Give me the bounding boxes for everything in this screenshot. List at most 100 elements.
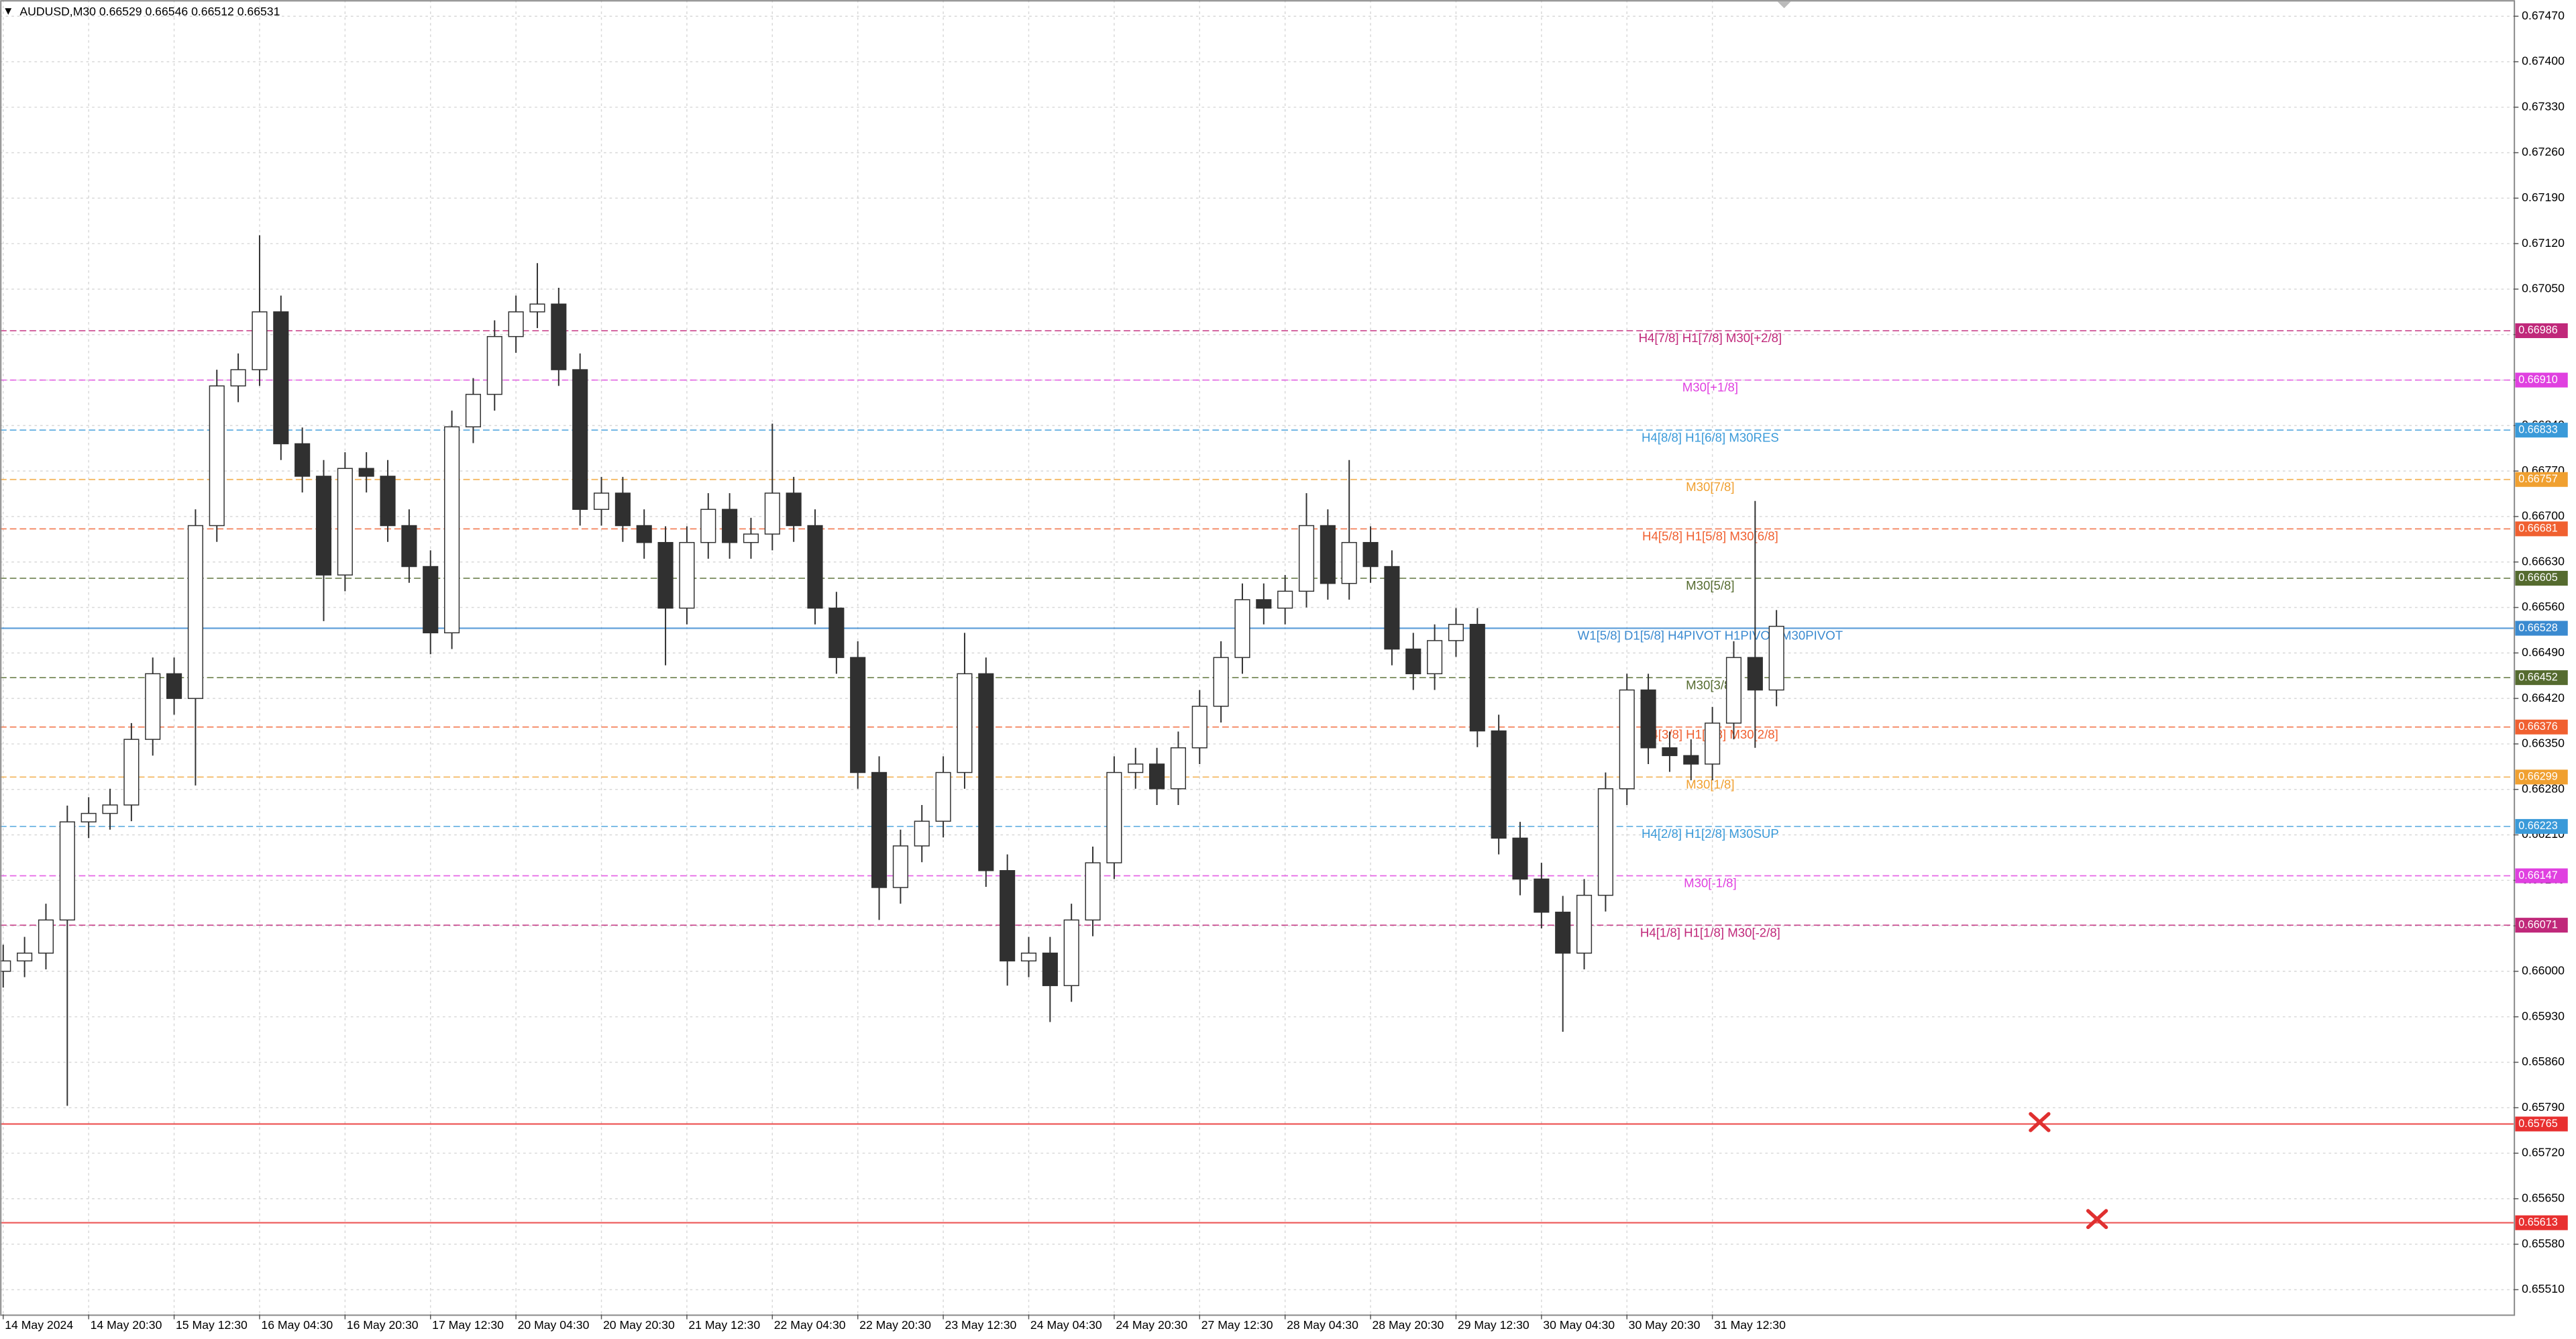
x-tick-label: 23 May 12:30: [945, 1318, 1017, 1332]
level-label: M30[7/8]: [1686, 480, 1734, 494]
x-tick-label: 20 May 20:30: [603, 1318, 675, 1332]
candle-body: [145, 673, 161, 740]
candle-body: [358, 468, 374, 477]
price-box: [2515, 769, 2568, 785]
price-box-label: 0.66605: [2518, 572, 2557, 584]
x-tick-label: 24 May 20:30: [1116, 1318, 1187, 1332]
candle-body: [1768, 625, 1784, 691]
x-tick-label: 15 May 12:30: [176, 1318, 248, 1332]
candle-body: [1683, 755, 1699, 765]
candle-body: [572, 369, 588, 511]
price-box: [2515, 621, 2568, 636]
x-tick-label: 30 May 04:30: [1543, 1318, 1615, 1332]
candle-body: [1747, 657, 1763, 691]
level-label: H4[8/8] H1[6/8] M30RES: [1642, 430, 1779, 444]
candle-body: [1085, 862, 1101, 921]
level-label: W1[5/8] D1[5/8] H4PIVOT H1PIVOT M30PIVOT: [1578, 629, 1843, 643]
price-box: [2515, 570, 2568, 586]
candle-body: [273, 311, 289, 445]
y-tick-label: 0.66280: [2522, 782, 2565, 795]
candle-body: [1555, 912, 1571, 954]
level-label: M30[-1/8]: [1684, 876, 1737, 890]
price-box-label: 0.66452: [2518, 671, 2557, 683]
candles-layer: [0, 235, 1784, 1106]
price-box: [2515, 719, 2568, 735]
y-tick-label: 0.66560: [2522, 600, 2565, 613]
x-tick-label: 21 May 12:30: [688, 1318, 760, 1332]
level-label: M30[3/8]: [1686, 678, 1734, 692]
x-tick-label: 14 May 20:30: [91, 1318, 162, 1332]
y-tick-label: 0.67120: [2522, 236, 2565, 250]
candle-body: [1469, 623, 1485, 732]
candle-body: [1512, 837, 1528, 880]
price-box: [2515, 1116, 2568, 1132]
candle-body: [380, 476, 396, 527]
x-tick-label: 14 May 2024: [5, 1318, 73, 1332]
candle-body: [465, 394, 482, 428]
candle-body: [593, 492, 610, 511]
x-tick-label: 24 May 04:30: [1030, 1318, 1102, 1332]
price-box-label: 0.66376: [2518, 720, 2557, 733]
candle-body: [764, 492, 780, 535]
candle-body: [1597, 788, 1613, 896]
plot-border: [0, 0, 2516, 1316]
candle-body: [123, 739, 140, 806]
y-tick-label: 0.65510: [2522, 1282, 2565, 1295]
candle-body: [551, 303, 567, 370]
candle-body: [1234, 599, 1250, 658]
price-box: [2515, 472, 2568, 487]
candle-body: [1534, 878, 1550, 913]
candle-body: [1448, 623, 1464, 641]
y-tick-label: 0.65790: [2522, 1100, 2565, 1114]
price-box: [2515, 423, 2568, 438]
candle-body: [209, 385, 225, 527]
candle-body: [423, 566, 439, 634]
price-box: [2515, 372, 2568, 388]
price-box-label: 0.66986: [2518, 324, 2557, 336]
candle-body: [529, 303, 545, 313]
candle-body: [294, 443, 311, 477]
candle-body: [0, 960, 11, 972]
y-tick-label: 0.66420: [2522, 691, 2565, 704]
price-box-label: 0.65613: [2518, 1216, 2557, 1228]
y-tick-label: 0.67190: [2522, 191, 2565, 204]
x-tick-label: 16 May 20:30: [347, 1318, 419, 1332]
candle-body: [1000, 870, 1016, 962]
candle-body: [1725, 657, 1742, 724]
candle-body: [1170, 747, 1186, 790]
price-box: [2515, 1215, 2568, 1230]
candle-body: [1384, 566, 1400, 650]
candle-body: [1362, 541, 1379, 568]
x-tick-label: 29 May 12:30: [1458, 1318, 1529, 1332]
candle-body: [1298, 525, 1315, 592]
y-tick-label: 0.65860: [2522, 1055, 2565, 1068]
candle-body: [337, 468, 353, 576]
x-tick-label: 30 May 20:30: [1629, 1318, 1701, 1332]
price-box-label: 0.66147: [2518, 869, 2557, 881]
x-tick-label: 20 May 04:30: [518, 1318, 590, 1332]
candle-body: [850, 657, 866, 773]
candle-body: [1491, 730, 1507, 839]
candle-body: [1705, 722, 1721, 765]
price-box: [2515, 521, 2568, 537]
y-tick-label: 0.66630: [2522, 554, 2565, 568]
y-tick-label: 0.65580: [2522, 1236, 2565, 1250]
candle-body: [1341, 541, 1357, 584]
candle-body: [1576, 894, 1593, 954]
candle-body: [935, 771, 951, 822]
candle-body: [59, 821, 75, 921]
candle-body: [1128, 763, 1144, 773]
candle-body: [1042, 953, 1058, 986]
symbol-menu-icon[interactable]: [5, 8, 12, 15]
candle-body: [1149, 763, 1165, 790]
level-label: M30[1/8]: [1686, 777, 1734, 791]
level-label: M30[5/8]: [1686, 578, 1734, 592]
x-tick-label: 28 May 04:30: [1287, 1318, 1358, 1332]
candle-body: [1662, 747, 1678, 757]
candle-body: [657, 541, 674, 609]
candle-body: [80, 812, 97, 822]
y-tick-label: 0.66350: [2522, 737, 2565, 750]
price-box: [2515, 670, 2568, 686]
candle-body: [508, 311, 524, 337]
